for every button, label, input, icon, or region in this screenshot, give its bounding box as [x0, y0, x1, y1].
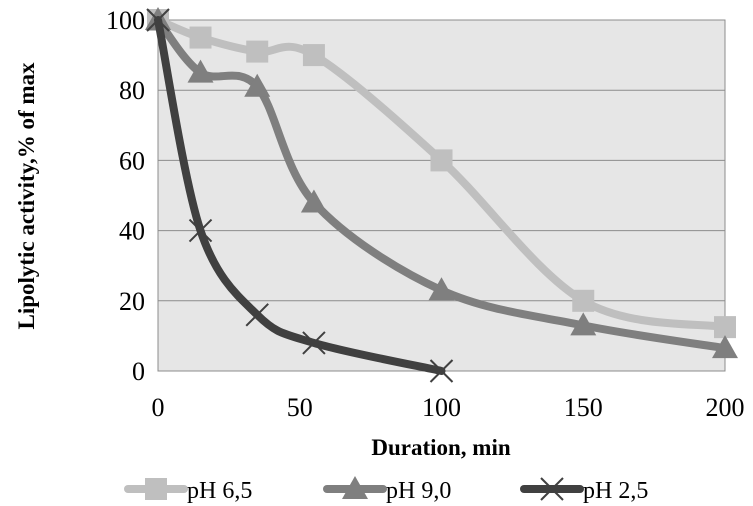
- data-point: [146, 8, 170, 32]
- y-tick-label: 100: [106, 6, 145, 35]
- data-point: [302, 331, 326, 355]
- legend-label: pH 6,5: [187, 478, 252, 504]
- series-layer: [145, 7, 738, 383]
- data-point: [246, 40, 269, 63]
- data-point: [244, 73, 271, 97]
- y-axis-title: Lipolytic activity,% of max: [14, 62, 39, 330]
- x-tick-label: 50: [287, 393, 313, 422]
- y-tick-label: 60: [119, 146, 145, 175]
- data-point: [570, 312, 597, 336]
- data-point: [245, 303, 269, 327]
- legend-item: pH 2,5: [520, 477, 648, 504]
- x-tick-labels: 0 50 100 150 200: [152, 393, 745, 422]
- data-point: [714, 316, 736, 339]
- data-point: [300, 189, 327, 213]
- data-point: [430, 149, 453, 172]
- legend-marker: [342, 476, 368, 499]
- data-point: [428, 277, 455, 301]
- data-point: [189, 26, 212, 49]
- data-point: [429, 359, 454, 383]
- legend-marker: [145, 478, 167, 500]
- y-tick-label: 80: [119, 76, 145, 105]
- y-tick-label: 20: [119, 287, 145, 316]
- series-2: [145, 7, 738, 359]
- data-point: [188, 218, 213, 243]
- y-tick-labels: 0 20 40 60 80 100: [106, 6, 145, 386]
- data-point: [712, 335, 738, 359]
- y-tick-label: 40: [119, 217, 145, 246]
- legend-label: pH 9,0: [386, 478, 451, 504]
- data-point: [572, 289, 595, 312]
- legend-marker: [540, 477, 564, 501]
- legend-item: pH 9,0: [323, 476, 451, 504]
- y-tick-label: 0: [132, 357, 145, 386]
- legend-item: pH 6,5: [124, 478, 252, 504]
- data-point: [187, 59, 214, 83]
- series-line: [154, 16, 729, 332]
- x-tick-label: 0: [152, 393, 165, 422]
- x-tick-label: 200: [706, 393, 745, 422]
- x-tick-label: 150: [564, 393, 603, 422]
- legend: pH 6,5 pH 9,0 pH 2,5: [124, 476, 648, 504]
- series-3: [146, 8, 454, 383]
- legend-label: pH 2,5: [583, 478, 648, 504]
- x-tick-label: 100: [422, 393, 461, 422]
- data-point: [302, 44, 325, 67]
- x-axis-title: Duration, min: [371, 435, 511, 460]
